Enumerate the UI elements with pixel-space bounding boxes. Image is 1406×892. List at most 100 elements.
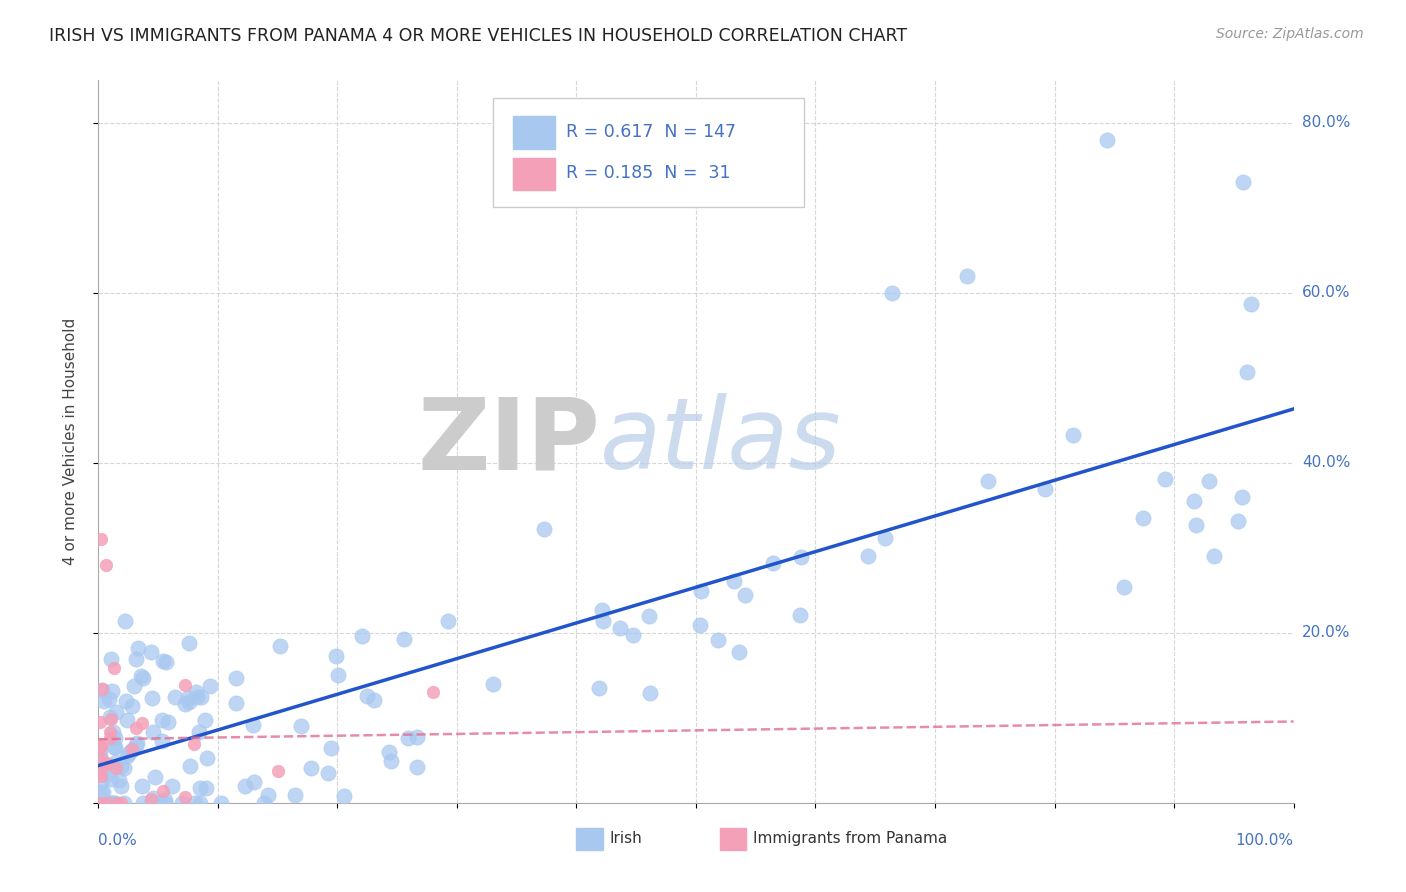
Point <box>155 796 177 810</box>
Point <box>882 285 904 300</box>
Point <box>856 549 879 564</box>
Point <box>121 742 143 756</box>
Bar <box>576 828 603 850</box>
Text: ZIP: ZIP <box>418 393 600 490</box>
Point <box>184 685 207 699</box>
Bar <box>720 828 747 850</box>
Point <box>209 796 232 810</box>
Point <box>284 788 307 802</box>
Point <box>179 758 201 772</box>
Point <box>269 639 291 653</box>
Point <box>90 739 112 753</box>
Point <box>93 694 115 708</box>
Point <box>101 796 124 810</box>
Point <box>115 749 138 764</box>
Point <box>155 656 177 670</box>
Point <box>141 690 163 705</box>
Text: R = 0.617  N = 147: R = 0.617 N = 147 <box>565 123 735 141</box>
Point <box>195 780 218 795</box>
Point <box>96 756 118 771</box>
Point <box>873 531 896 545</box>
Point <box>188 781 211 796</box>
Text: atlas: atlas <box>600 393 842 490</box>
Point <box>96 796 118 810</box>
Point <box>394 632 416 646</box>
Point <box>149 796 172 810</box>
Point <box>100 651 122 665</box>
Point <box>141 796 163 810</box>
Text: 40.0%: 40.0% <box>1302 455 1350 470</box>
Point <box>762 557 785 571</box>
Point <box>197 750 219 764</box>
Point <box>422 685 444 699</box>
Point <box>253 796 276 810</box>
Point <box>1185 518 1208 533</box>
Point <box>163 690 186 705</box>
Point <box>325 649 347 664</box>
Point <box>1062 427 1084 442</box>
Point <box>290 719 312 733</box>
Text: 80.0%: 80.0% <box>1302 115 1350 130</box>
Point <box>125 736 148 750</box>
Point <box>225 671 247 685</box>
Point <box>160 779 183 793</box>
Point <box>90 774 112 789</box>
Point <box>1112 580 1135 594</box>
Point <box>96 796 118 810</box>
Point <box>437 614 460 628</box>
Point <box>89 764 111 779</box>
Point <box>90 751 112 765</box>
Point <box>190 690 212 704</box>
Point <box>977 474 1000 488</box>
Point <box>177 690 200 705</box>
Point <box>405 731 427 745</box>
Point <box>100 710 122 724</box>
Point <box>153 792 176 806</box>
Point <box>1182 494 1205 508</box>
Point <box>139 645 162 659</box>
Point <box>406 760 429 774</box>
Point <box>150 734 173 748</box>
Point <box>1132 511 1154 525</box>
Point <box>1154 472 1177 486</box>
Point <box>187 725 209 739</box>
Point <box>955 268 977 283</box>
Point <box>396 731 419 746</box>
Point <box>97 796 120 810</box>
Point <box>91 785 114 799</box>
Point <box>723 574 745 588</box>
Point <box>110 779 132 793</box>
Point <box>356 689 378 703</box>
Point <box>267 764 290 779</box>
Y-axis label: 4 or more Vehicles in Household: 4 or more Vehicles in Household <box>63 318 77 566</box>
Point <box>225 696 247 710</box>
Point <box>98 724 121 739</box>
Point <box>100 772 122 786</box>
Point <box>332 789 354 803</box>
Point <box>118 746 141 760</box>
Point <box>609 621 631 635</box>
Point <box>121 698 143 713</box>
Point <box>127 640 149 655</box>
Point <box>129 669 152 683</box>
Point <box>174 697 197 711</box>
Point <box>103 661 125 675</box>
Point <box>101 725 124 739</box>
Point <box>1227 515 1250 529</box>
Text: 20.0%: 20.0% <box>1302 625 1350 640</box>
Point <box>188 796 211 810</box>
Point <box>98 692 121 706</box>
Point <box>107 772 129 787</box>
Point <box>734 588 756 602</box>
Point <box>235 779 257 793</box>
Point <box>103 731 125 745</box>
Point <box>1097 133 1119 147</box>
Point <box>621 628 644 642</box>
Point <box>132 671 155 685</box>
Point <box>789 607 811 622</box>
Point <box>105 761 128 775</box>
Point <box>150 713 173 727</box>
Text: Source: ZipAtlas.com: Source: ZipAtlas.com <box>1216 27 1364 41</box>
Point <box>90 769 112 783</box>
Point <box>689 617 711 632</box>
